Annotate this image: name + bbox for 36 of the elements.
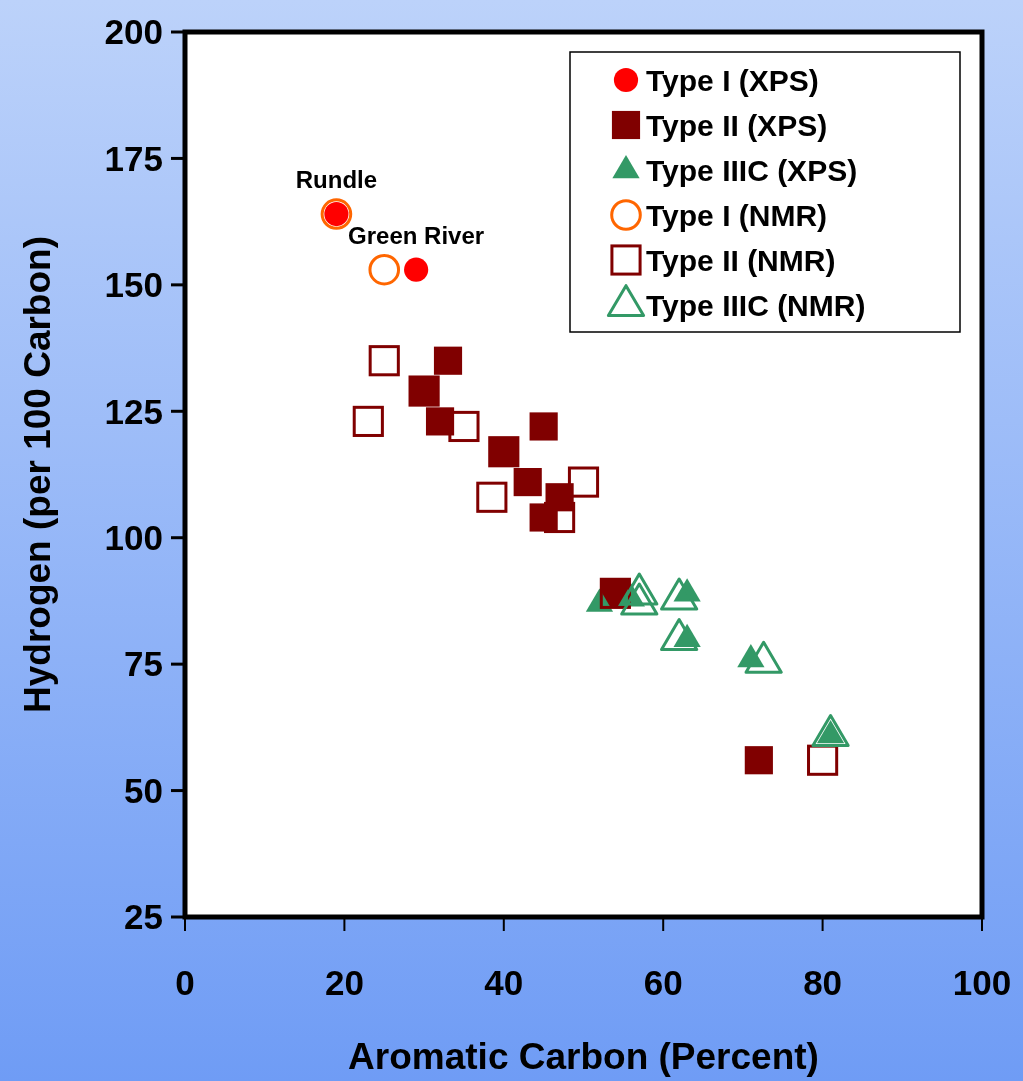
y-tick-label: 150 (104, 265, 163, 305)
legend-label: Type I (NMR) (646, 198, 828, 232)
annotation: Rundle (295, 166, 378, 194)
point (433, 346, 463, 375)
point (368, 345, 400, 377)
x-tick-label: 80 (803, 963, 843, 1002)
legend-label: Type II (XPS) (646, 108, 828, 142)
legend-label: Type IIIC (NMR) (646, 288, 866, 322)
y-tick-label: 100 (104, 517, 163, 557)
x-tick-label: 0 (175, 963, 195, 1002)
point (404, 257, 429, 282)
point (513, 468, 542, 497)
legend-label: Type I (XPS) (646, 63, 819, 97)
legend-label: Type II (NMR) (646, 243, 836, 277)
y-tick-label: 175 (104, 138, 163, 178)
y-tick-label: 50 (124, 770, 163, 810)
x-tick-label: 40 (484, 963, 524, 1002)
point (368, 253, 401, 286)
y-tick-label: 200 (104, 12, 163, 52)
x-tick-label: 100 (952, 963, 1012, 1002)
x-axis-title: Aromatic Carbon (Percent) (348, 1036, 819, 1077)
point (567, 466, 600, 498)
annotation: Green River (348, 221, 485, 249)
legend-label: Type IIIC (XPS) (646, 153, 858, 187)
point (744, 640, 783, 674)
point (529, 412, 558, 441)
x-tick-label: 60 (643, 963, 683, 1002)
x-tick-label: 20 (324, 963, 364, 1002)
point (660, 618, 699, 651)
point (448, 410, 480, 443)
y-axis-title: Hydrogen (per 100 Carbon) (17, 236, 58, 713)
y-tick-label: 125 (104, 391, 163, 431)
point (352, 405, 384, 437)
y-tick-label: 25 (124, 897, 163, 937)
y-tick-label: 75 (124, 644, 163, 684)
point (476, 481, 508, 513)
